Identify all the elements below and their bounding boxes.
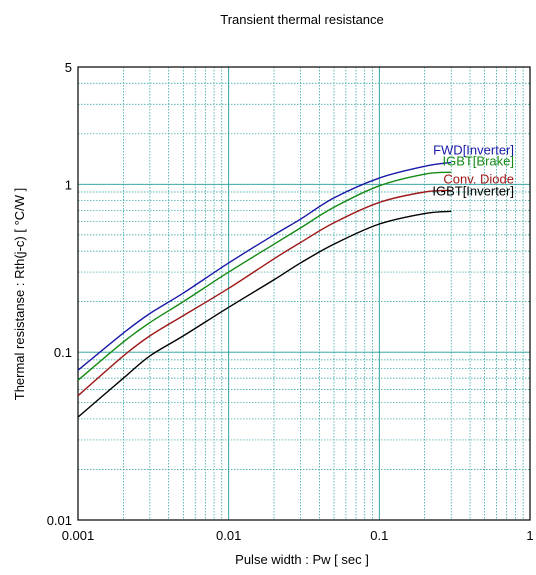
series-line-1 [77,171,452,381]
series-line-2 [77,189,452,397]
y-axis-label: Thermal resistanse : Rth(j-c) [ °C/W ] [12,188,27,401]
plot-frame [77,66,531,521]
y-tick-label: 1 [65,177,72,192]
series-line-3 [77,210,452,418]
x-tick-label: 1 [526,528,533,543]
series-label-3: IGBT[Inverter] [432,183,514,198]
series-line-0 [77,161,452,371]
series-label-2: Conv. Diode [443,171,514,186]
y-tick-label: 0.1 [54,345,72,360]
x-tick-label: 0.001 [62,528,95,543]
chart-title: Transient thermal resistance [220,12,384,27]
series-lines [77,161,452,418]
y-tick-label: 0.01 [47,513,72,528]
grid [78,67,530,520]
axis-ticks: 0.001 0.01 0.1 10.010.115 [47,60,534,543]
series-label-0: FWD[Inverter] [433,142,514,157]
y-tick-label: 5 [65,60,72,75]
x-tick-label: 0.1 [370,528,388,543]
series-label-1: IGBT[Brake] [442,153,514,168]
series-labels: FWD[Inverter]IGBT[Brake] Conv. DiodeIGBT[… [432,142,514,198]
x-axis-label: Pulse width : Pw [ sec ] [235,552,369,567]
x-tick-label: 0.01 [216,528,241,543]
